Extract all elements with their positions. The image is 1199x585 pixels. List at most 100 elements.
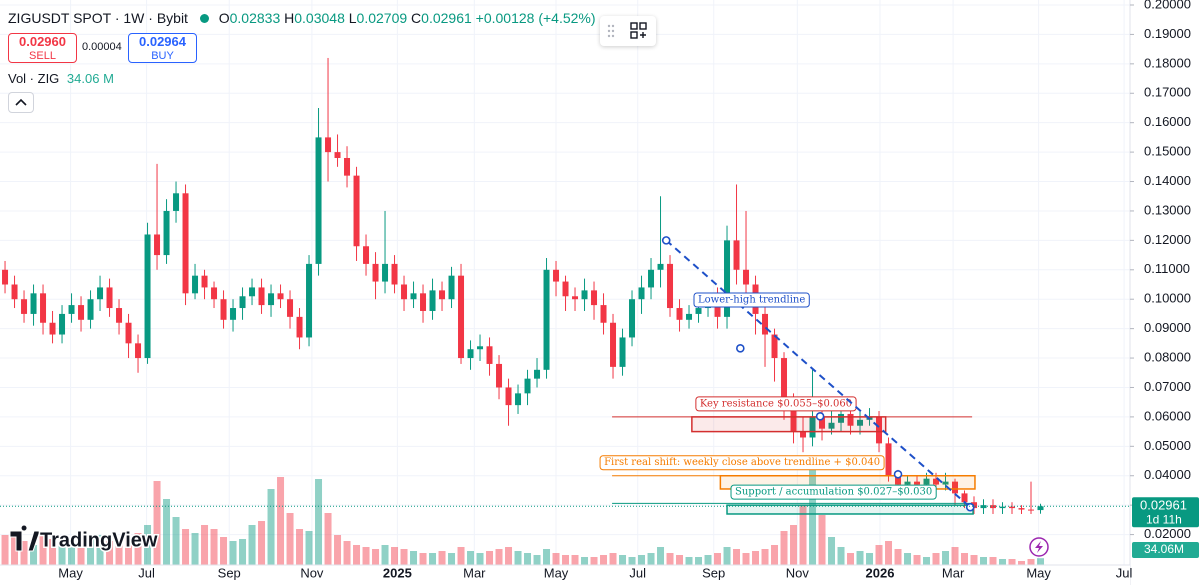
volume-bar [638,555,646,565]
candle-body [163,210,170,256]
x-tick-label: May [58,565,83,580]
candle-body [21,299,28,314]
candle-body [353,175,360,247]
candle-body [249,287,256,297]
o-value: 0.02833 [229,10,281,26]
candle-body [78,305,85,320]
price-axis [1130,0,1199,585]
volume-bar [467,551,475,565]
candle-body [116,308,123,323]
x-tick-label: 2026 [866,565,895,580]
volume-bar [885,541,893,565]
candle-body [1028,509,1035,511]
annotation-box [693,292,810,308]
candle-body [287,299,294,317]
candle-body [724,240,731,317]
candle-body [59,313,66,335]
volume-bar [30,545,38,565]
candle-body [695,308,702,314]
volume-bar [524,553,532,565]
volume-label: Vol · ZIG [8,71,60,86]
candle-body [895,475,902,485]
volume-bar [875,545,883,565]
candle-body [1037,506,1044,511]
candle-body [458,275,465,359]
volume-bar [115,545,123,565]
candle-body [1018,508,1025,510]
candle-body [420,293,427,311]
candle-body [344,157,351,176]
volume-bar [780,531,788,565]
y-tick-label: 0.16000 [1144,114,1191,129]
volume-bar [58,541,66,565]
volume-bar [410,551,418,565]
collapse-button[interactable] [8,92,34,113]
volume-bar [239,539,247,565]
volume-bar [1,535,9,565]
trendline-point [736,344,745,353]
candle-body [923,478,930,485]
y-tick-label: 0.17000 [1144,85,1191,100]
volume-bar [733,549,741,565]
volume-bar [932,553,940,565]
buy-button[interactable]: 0.02964 BUY [128,33,197,63]
candle-body [125,322,132,344]
volume-bar [923,557,931,565]
volume-bar [647,553,655,565]
annotation-label: Key resistance $0.055–$0.060 [700,398,852,409]
c-value: 0.02961 [421,10,472,26]
volume-bar [495,549,503,565]
volume-bar [210,529,218,565]
icon-bolt [1035,541,1043,553]
tradingview-logo: TradingView [9,524,159,553]
volume-bar [581,557,589,565]
candle-body [809,416,816,438]
volume-bar [419,553,427,565]
candle-body [581,290,588,300]
symbol: ZIGUSDT SPOT · 1W · Bybit [8,10,188,26]
candle-body [648,269,655,288]
candle-body [971,502,978,509]
spread: 0.00004 [82,41,122,53]
candle-body [391,263,398,285]
volume-bar [486,551,494,565]
y-tick-label: 0.19000 [1144,26,1191,41]
candle-body [192,275,199,294]
volume-bar [20,541,28,565]
lightning-icon[interactable] [1029,537,1049,557]
candle-body [610,322,617,367]
status-dot [199,14,209,23]
buy-price: 0.02964 [139,34,186,49]
x-tick-label: 2025 [383,565,412,580]
volume-bar [153,481,161,565]
candle-body [534,369,541,379]
volume-bar [685,557,693,565]
y-tick-label: 0.10000 [1144,291,1191,306]
volume-bar [324,513,332,565]
toolbar-icons[interactable] [600,16,656,46]
volume-bar [49,539,57,565]
volume-bar [961,553,969,565]
sell-button[interactable]: 0.02960 SELL [8,33,77,63]
y-tick-label: 0.05000 [1144,438,1191,453]
price-tag-value: 0.02961 [1140,498,1187,513]
volume-bar [68,543,76,565]
volume-bar [305,531,313,565]
volume-bar [258,521,266,565]
volume-bar [267,489,275,565]
x-tick-label: Nov [786,565,810,580]
volume-bar [999,559,1007,565]
h-label: H [284,10,295,26]
candle-body [619,337,626,367]
volume-bar [571,555,579,565]
o-label: O [218,10,230,26]
volume-tag-value: 34.06M [1144,542,1184,556]
logo-text: TradingView [40,529,158,551]
candle-body [182,193,189,294]
volume-bar [752,551,760,565]
volume-bar [543,549,551,565]
candle-body [239,296,246,309]
volume-bar [172,517,180,565]
trendline-point [893,469,903,479]
